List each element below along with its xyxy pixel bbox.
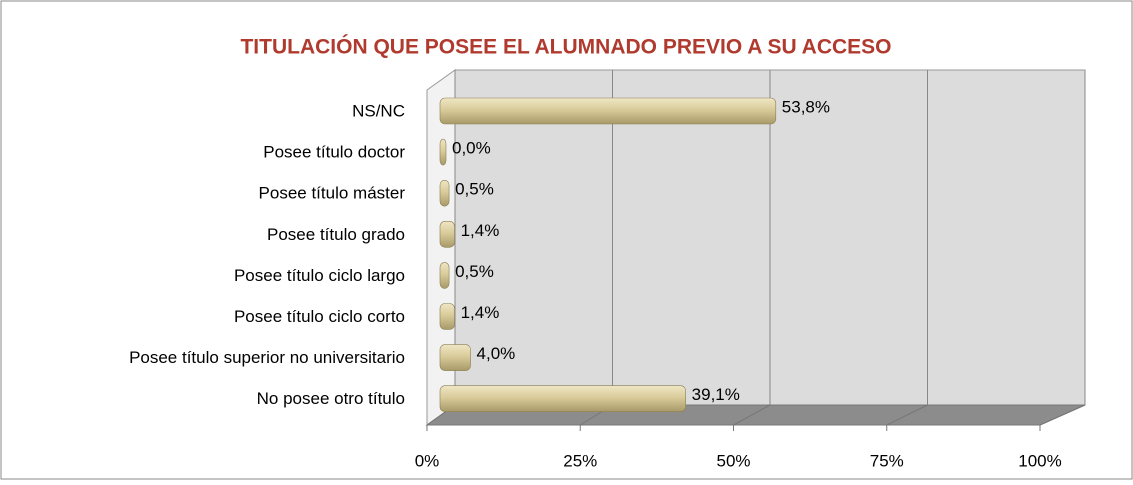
x-tick-label: 100% — [1018, 451, 1061, 470]
value-label: 4,0% — [477, 344, 516, 363]
value-label: 0,5% — [455, 180, 494, 199]
y-tick-label: Posee título grado — [267, 225, 405, 244]
bar — [439, 344, 471, 371]
value-label: 53,8% — [782, 97, 830, 116]
bar — [439, 262, 450, 289]
y-tick-label: No posee otro título — [257, 389, 405, 408]
grid-line — [733, 404, 771, 426]
y-tick-label: Posee título ciclo largo — [234, 266, 405, 285]
y-tick-label: Posee título doctor — [263, 143, 405, 162]
y-tick-label: Posee título máster — [259, 184, 406, 203]
bar — [439, 385, 686, 413]
value-label: 39,1% — [692, 385, 740, 404]
chart-title: TITULACIÓN QUE POSEE EL ALUMNADO PREVIO … — [240, 35, 891, 59]
value-label: 0,0% — [452, 139, 491, 158]
bar — [439, 97, 777, 125]
bar — [439, 179, 450, 207]
x-tick-label: 50% — [716, 451, 750, 470]
value-label: 1,4% — [461, 303, 500, 322]
bar — [439, 221, 455, 248]
bar — [439, 303, 455, 330]
grid-line — [886, 404, 928, 426]
y-tick-label: Posee título ciclo corto — [234, 307, 405, 326]
x-tick-label: 75% — [870, 451, 904, 470]
y-tick-label: Posee título superior no universitario — [129, 348, 405, 367]
value-label: 0,5% — [455, 262, 494, 281]
bar — [439, 138, 447, 166]
x-tick-label: 25% — [563, 451, 597, 470]
value-label: 1,4% — [461, 221, 500, 240]
x-tick-label: 0% — [415, 451, 440, 470]
grid-line — [1039, 404, 1086, 426]
y-tick-label: NS/NC — [352, 101, 405, 120]
